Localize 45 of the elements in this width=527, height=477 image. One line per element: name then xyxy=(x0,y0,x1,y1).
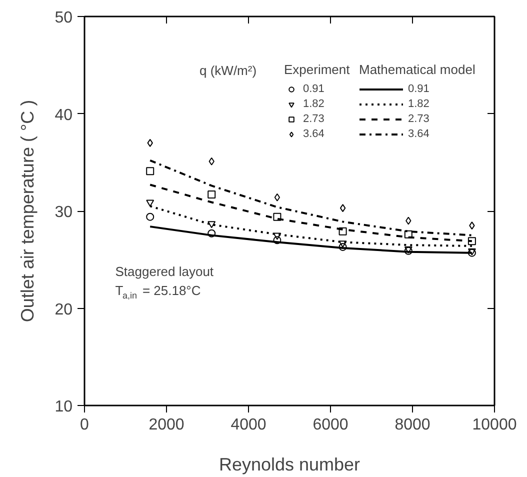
legend-label: 2.73 xyxy=(303,113,324,125)
point xyxy=(468,237,476,246)
point xyxy=(208,229,216,238)
point xyxy=(469,222,475,230)
point xyxy=(146,200,154,207)
point xyxy=(404,230,412,238)
legend-label: 0.91 xyxy=(408,83,430,95)
annotation: Mathematical model xyxy=(359,62,476,77)
x-tick-label: 0 xyxy=(80,416,90,434)
x-tick-label: 6000 xyxy=(312,416,348,434)
y-tick-label: 20 xyxy=(54,301,73,318)
y-tick-label: 10 xyxy=(54,398,73,416)
point xyxy=(146,167,154,176)
point xyxy=(338,240,347,248)
legend-label: 0.91 xyxy=(303,83,324,95)
point xyxy=(274,193,280,202)
legend-label: 3.64 xyxy=(408,128,430,140)
point xyxy=(273,212,282,221)
point xyxy=(273,236,282,244)
y-tick-label: 50 xyxy=(54,10,73,26)
y-tick-label: 30 xyxy=(54,204,73,221)
x-tick-label: 2000 xyxy=(148,416,184,434)
point xyxy=(147,138,153,147)
y-tick-label: 40 xyxy=(54,106,73,124)
legend-label: 3.64 xyxy=(303,128,324,140)
point xyxy=(273,232,282,240)
point xyxy=(338,227,347,236)
legend-label: 1.82 xyxy=(303,98,324,110)
legend-label: 2.73 xyxy=(408,113,430,125)
legend-label: 1.82 xyxy=(408,98,430,110)
point xyxy=(338,242,347,251)
point xyxy=(340,204,346,212)
annotation: Staggered layout xyxy=(115,264,214,279)
point xyxy=(146,212,154,221)
x-axis-title: Reynolds number xyxy=(218,454,360,474)
x-tick-label: 10000 xyxy=(472,416,517,434)
point xyxy=(406,216,412,225)
x-tick-label: 4000 xyxy=(230,416,266,434)
point xyxy=(208,190,216,198)
point xyxy=(208,221,216,228)
x-tick-label: 8000 xyxy=(394,416,430,434)
point xyxy=(208,157,214,166)
legend-title: q (kW/m²) xyxy=(200,63,257,78)
annotation: Experiment xyxy=(284,62,350,77)
y-axis-title: Outlet air temperature ( °C ) xyxy=(18,100,38,322)
